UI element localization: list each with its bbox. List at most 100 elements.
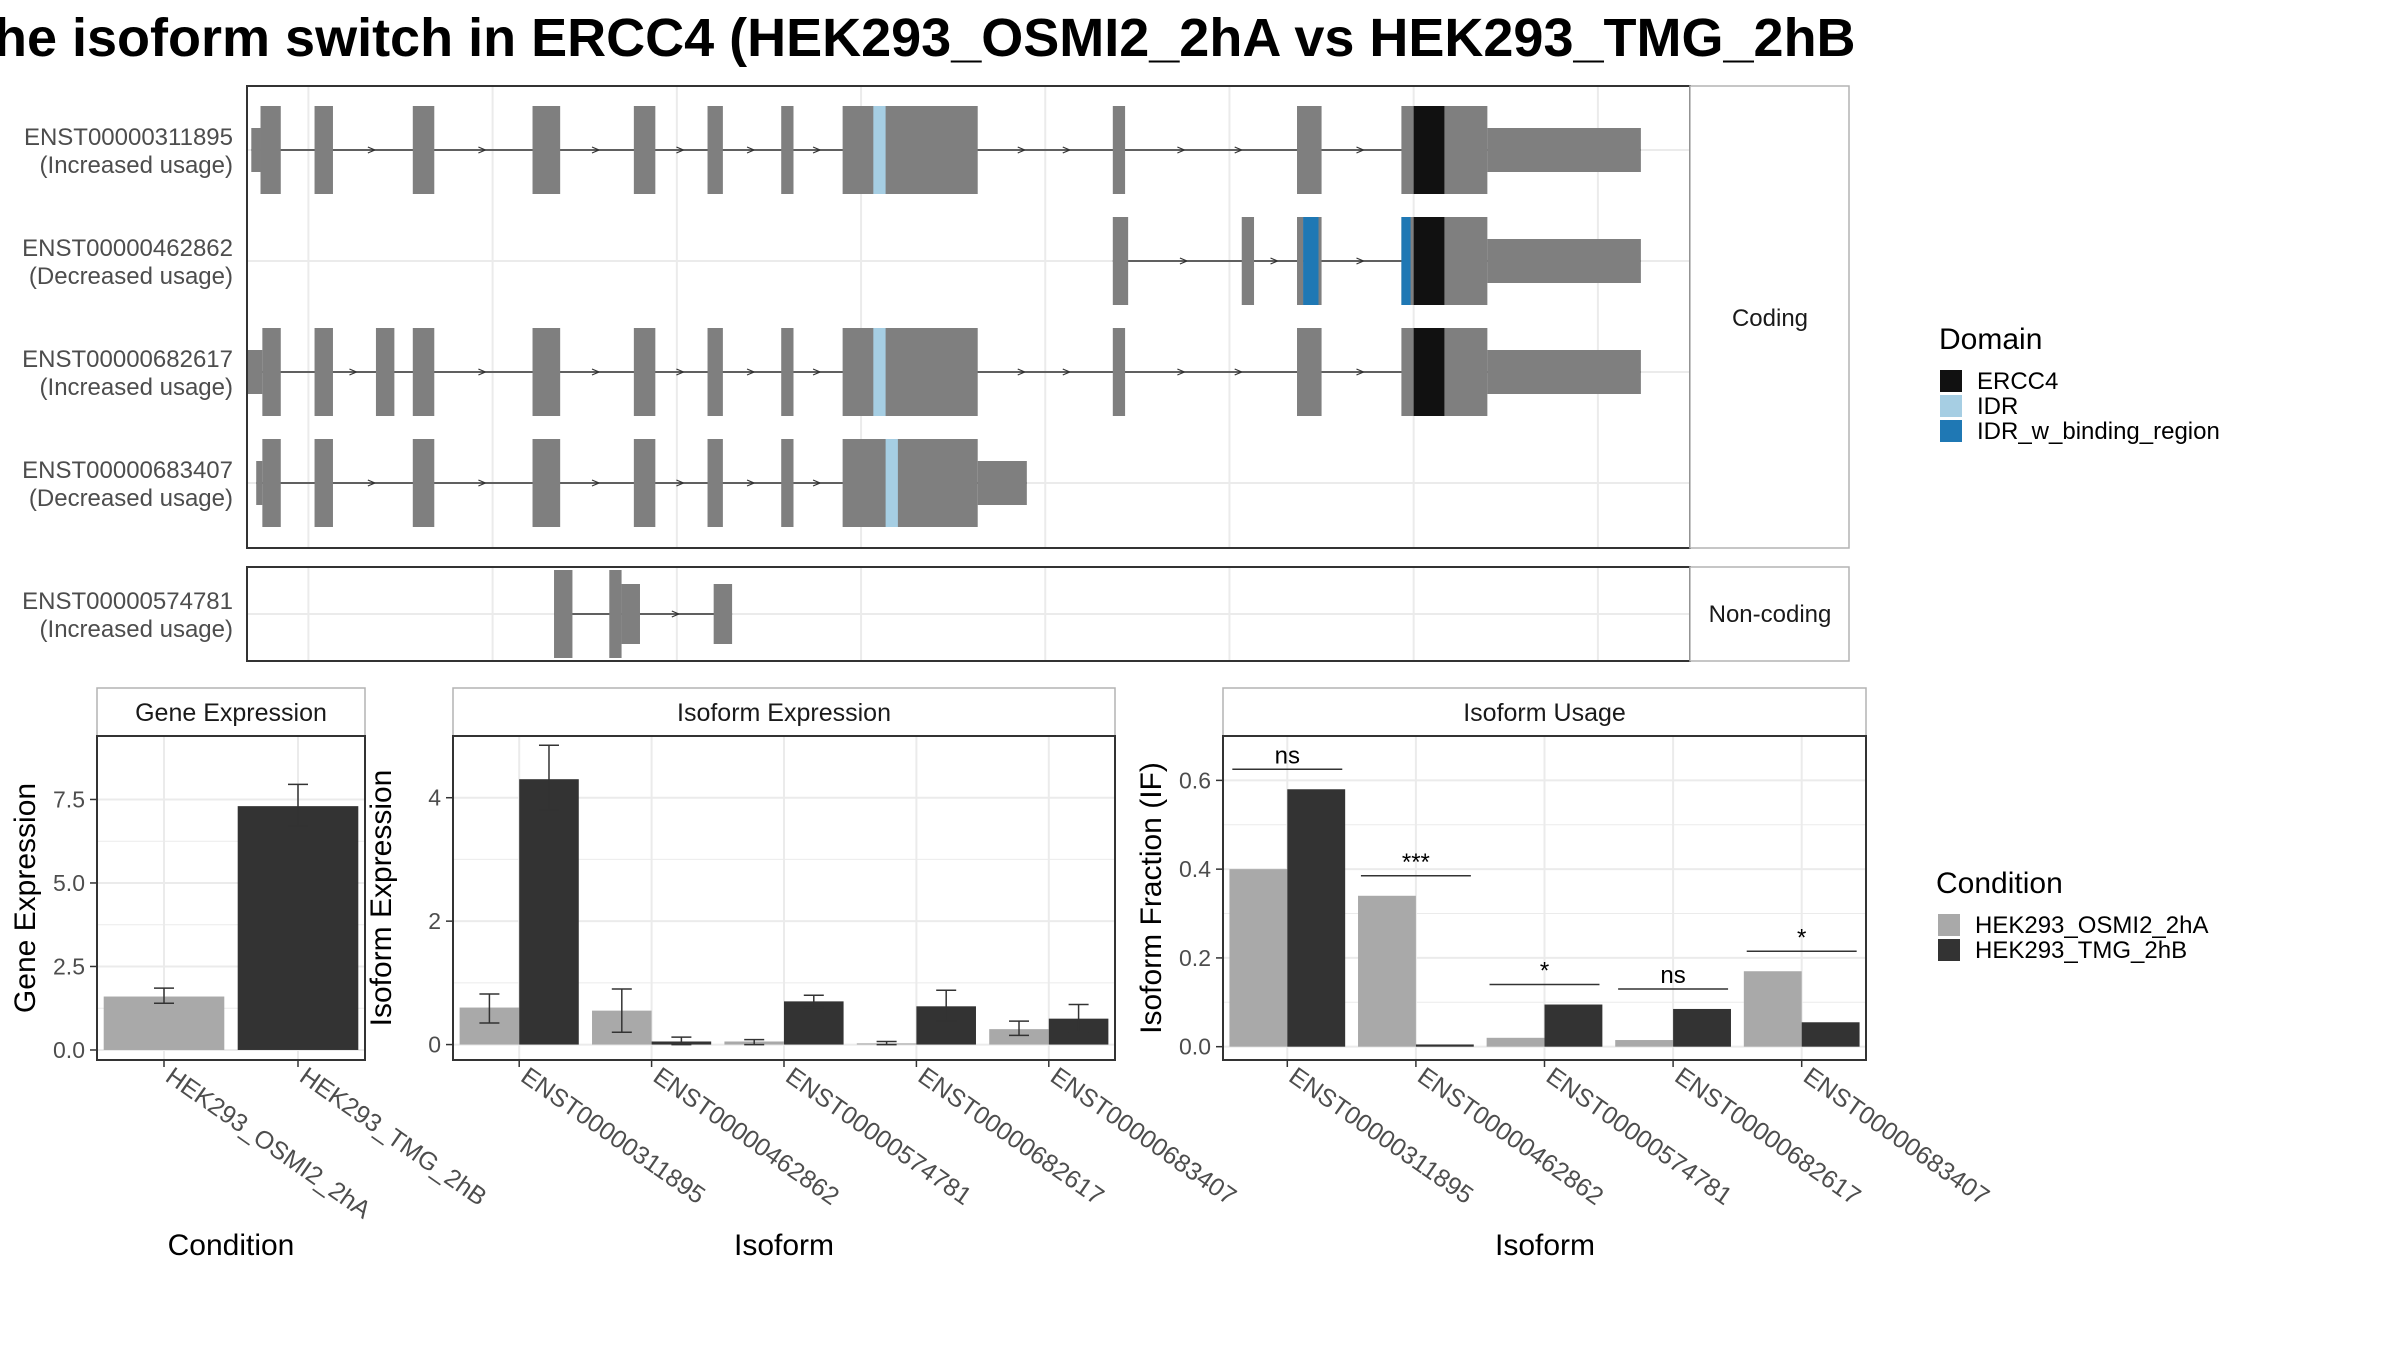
domain-IDR bbox=[873, 328, 886, 416]
y-axis-label: Isoform Fraction (IF) bbox=[1135, 762, 1168, 1034]
exon bbox=[1297, 328, 1322, 416]
x-axis-label: Isoform bbox=[1495, 1229, 1595, 1262]
bar bbox=[1358, 895, 1416, 1047]
exon bbox=[251, 128, 261, 172]
legend-key-IDR bbox=[1940, 395, 1962, 417]
exon bbox=[781, 106, 794, 194]
y-tick-label: 0.2 bbox=[1179, 945, 1211, 971]
exon bbox=[842, 439, 978, 527]
domain-IDR_w_binding_region bbox=[1401, 217, 1411, 305]
panel-border bbox=[452, 735, 1116, 1061]
figure-title: he isoform switch in ERCC4 (HEK293_OSMI2… bbox=[0, 8, 1856, 68]
domain-ERCC4 bbox=[1413, 106, 1445, 194]
y-tick-label: 7.5 bbox=[53, 786, 85, 812]
legend-key-ERCC4 bbox=[1940, 370, 1962, 392]
exon bbox=[314, 328, 333, 416]
intron-arrow bbox=[746, 146, 756, 154]
exon bbox=[412, 106, 435, 194]
legend-label: IDR bbox=[1977, 393, 2018, 420]
y-axis-label: Gene Expression bbox=[9, 783, 42, 1013]
exon bbox=[1112, 328, 1126, 416]
intron-arrow bbox=[478, 368, 487, 376]
intron-arrow bbox=[812, 146, 822, 154]
intron-arrow bbox=[1179, 257, 1189, 265]
exon bbox=[1487, 128, 1641, 172]
domain-ERCC4 bbox=[1413, 328, 1445, 416]
exon bbox=[633, 439, 656, 527]
domain-IDR bbox=[885, 439, 898, 527]
exon bbox=[781, 328, 794, 416]
bar bbox=[1743, 971, 1802, 1047]
facet-strip bbox=[96, 687, 366, 737]
exon bbox=[633, 328, 656, 416]
bar bbox=[1544, 1004, 1603, 1047]
exon bbox=[247, 350, 263, 394]
significance-label: * bbox=[1797, 924, 1806, 951]
isoform-id-label: ENST00000574781 bbox=[22, 588, 233, 615]
bar bbox=[237, 806, 359, 1050]
facet-strip bbox=[1222, 687, 1867, 737]
facet-strip bbox=[1689, 85, 1850, 549]
bar bbox=[1415, 1044, 1474, 1047]
bar bbox=[1287, 789, 1346, 1047]
isoform-id-label: ENST00000682617 bbox=[22, 346, 233, 373]
y-tick-label: 0.4 bbox=[1179, 856, 1211, 882]
intron-arrow bbox=[367, 146, 377, 154]
panel-title: Gene Expression bbox=[135, 699, 327, 727]
legend-title: Condition bbox=[1936, 867, 2063, 900]
exon bbox=[1112, 217, 1129, 305]
exon bbox=[532, 106, 561, 194]
exon bbox=[633, 106, 656, 194]
intron-arrow bbox=[676, 479, 685, 487]
y-tick-label: 4 bbox=[428, 785, 441, 811]
bar-chart-panels: Gene Expression0.02.55.07.5HEK293_OSMI2_… bbox=[9, 687, 1994, 1262]
intron-arrow bbox=[591, 368, 601, 376]
intron-arrow bbox=[1234, 146, 1244, 154]
exon bbox=[609, 570, 622, 658]
intron-arrow bbox=[1234, 368, 1244, 376]
significance-label: ns bbox=[1660, 962, 1685, 989]
intron-arrow bbox=[478, 479, 487, 487]
significance-label: ns bbox=[1275, 742, 1300, 769]
isoform-id-label: ENST00000311895 bbox=[24, 124, 233, 151]
bar bbox=[1673, 1008, 1731, 1047]
y-axis-label: Isoform Expression bbox=[365, 770, 398, 1027]
intron-arrow bbox=[1356, 368, 1366, 376]
exon bbox=[314, 439, 333, 527]
isoform-id-label: ENST00000462862 bbox=[22, 235, 233, 262]
panel-border bbox=[1222, 735, 1867, 1061]
exon bbox=[1297, 217, 1304, 305]
exon bbox=[1487, 239, 1641, 283]
intron-arrow bbox=[676, 368, 685, 376]
intron-arrow bbox=[1017, 368, 1027, 376]
intron-arrow bbox=[1062, 368, 1072, 376]
exon bbox=[412, 328, 435, 416]
isoform-usage-label: (Decreased usage) bbox=[29, 485, 233, 512]
intron-arrow bbox=[746, 368, 756, 376]
legend-key-condition bbox=[1938, 939, 1960, 961]
legend-label: HEK293_OSMI2_2hA bbox=[1975, 912, 2208, 939]
intron-arrow bbox=[671, 610, 681, 618]
domain-ERCC4 bbox=[1413, 217, 1445, 305]
facet-strip bbox=[452, 687, 1116, 737]
intron-arrow bbox=[478, 146, 487, 154]
y-tick-label: 0 bbox=[428, 1032, 441, 1058]
facet-strip-label: Non-coding bbox=[1709, 601, 1832, 628]
facet-strip-label: Coding bbox=[1732, 305, 1808, 332]
intron-arrow bbox=[367, 479, 377, 487]
exon bbox=[532, 328, 561, 416]
exon bbox=[1241, 217, 1255, 305]
panel-title: Isoform Usage bbox=[1463, 699, 1626, 727]
exon bbox=[781, 439, 794, 527]
bar bbox=[784, 1001, 844, 1045]
intron-arrow bbox=[1062, 146, 1072, 154]
domain-IDR bbox=[873, 106, 886, 194]
y-tick-label: 5.0 bbox=[53, 870, 85, 896]
intron-arrow bbox=[812, 368, 822, 376]
intron-arrow bbox=[1356, 257, 1366, 265]
intron-arrow bbox=[1177, 368, 1186, 376]
bar bbox=[989, 1029, 1049, 1045]
isoform-usage-label: (Increased usage) bbox=[40, 374, 233, 401]
facet-strip bbox=[1689, 566, 1850, 662]
